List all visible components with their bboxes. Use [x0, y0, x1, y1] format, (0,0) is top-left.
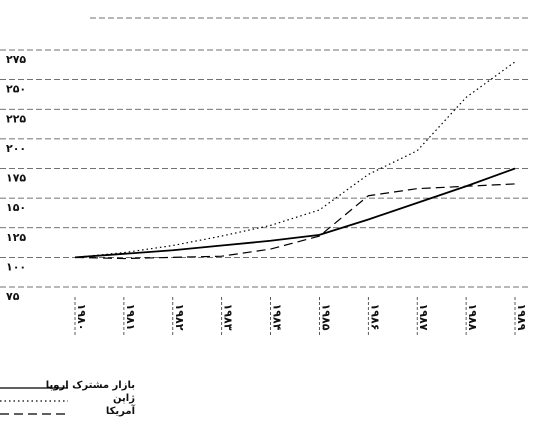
series-line [74, 61, 516, 258]
x-tick-label: ۱۹۸۴ [271, 304, 284, 331]
y-tick-label: ۱۲۵ [6, 231, 26, 244]
legend-label: بازار مشترک اروپا [46, 380, 135, 391]
y-tick-label: ۷۵ [6, 290, 20, 303]
x-tick-label: ۱۹۸۶ [368, 304, 381, 331]
x-tick-label: ۱۹۸۹ [515, 304, 528, 331]
y-tick-label: ۲۰۰ [6, 142, 26, 155]
series-line [74, 183, 516, 260]
x-tick-label: ۱۹۸۲ [173, 304, 186, 331]
y-tick-label: ۱۷۵ [6, 172, 26, 185]
y-tick-label: ۲۵۰ [6, 83, 26, 96]
x-tick-label: ۱۹۸۰ [75, 304, 88, 331]
x-tick-label: ۱۹۸۵ [319, 304, 332, 331]
x-tick-label: ۱۹۸۷ [417, 304, 430, 331]
legend-label: ژاپن [113, 393, 135, 404]
y-tick-label: ۲۲۵ [6, 112, 26, 125]
x-tick-label: ۱۹۸۸ [466, 304, 479, 331]
y-tick-label: ۱۵۰ [6, 201, 26, 214]
x-tick-label: ۱۹۸۱ [124, 304, 137, 331]
legend-label: آمریکا [106, 404, 136, 417]
series-line [74, 167, 516, 259]
x-tick-label: ۱۹۸۳ [222, 304, 235, 331]
y-tick-label: ۱۰۰ [6, 260, 26, 273]
y-tick-label: ۲۷۵ [6, 53, 26, 66]
